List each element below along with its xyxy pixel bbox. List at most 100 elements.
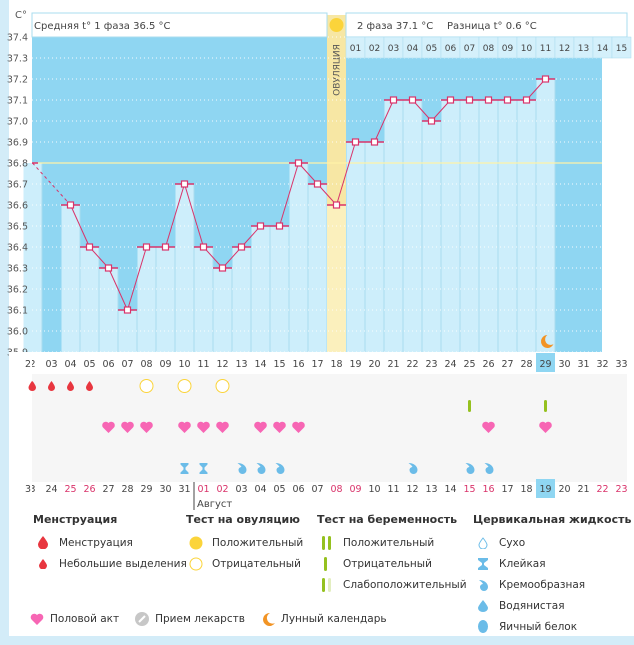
temperature-bar — [138, 247, 156, 352]
y-tick-label: 37.0 — [7, 117, 28, 128]
calendar-date-label: 15 — [463, 484, 475, 495]
cycle-day-label: 23 — [425, 359, 437, 370]
temperature-point — [467, 97, 473, 103]
legend-pregnancy-test: Тест на беременность Положительный Отриц… — [317, 513, 467, 595]
y-tick-label: 36.1 — [7, 306, 28, 317]
phase2-day-label: 06 — [445, 44, 457, 54]
single-bar-icon — [317, 557, 337, 571]
cycle-day-label: 22 — [406, 359, 418, 370]
y-tick-label: 36.9 — [7, 138, 28, 149]
calendar-date-label: 24 — [45, 484, 57, 495]
legend-label: Менструация — [59, 537, 133, 549]
temperature-point — [258, 223, 264, 229]
legend-title: Тест на овуляцию — [186, 513, 303, 526]
phase1-average: Средняя t° 1 фаза 36.5 °C — [34, 21, 171, 32]
y-tick-label: 37.4 — [7, 33, 28, 44]
cycle-day-label: 13 — [235, 359, 247, 370]
y-tick-label: 36.2 — [7, 285, 28, 296]
phase2-day-label: 04 — [407, 44, 419, 54]
temperature-bar — [119, 310, 137, 352]
month-label: Август — [197, 499, 232, 510]
calendar-date-label: 12 — [406, 484, 418, 495]
cycle-day-label: 31 — [577, 359, 589, 370]
temperature-point — [391, 97, 397, 103]
y-tick-label: 37.2 — [7, 75, 28, 86]
calendar-date-label: 17 — [501, 484, 513, 495]
cycle-day-label: 04 — [64, 359, 76, 370]
cycle-day-label: 29 — [539, 359, 551, 370]
cycle-day-label: 15 — [273, 359, 285, 370]
legend-label: Половой акт — [50, 613, 119, 625]
cycle-day-label: 10 — [178, 359, 190, 370]
y-tick-label: 36.8 — [7, 159, 28, 170]
calendar-date-label: 13 — [425, 484, 437, 495]
cycle-day-label: 09 — [159, 359, 171, 370]
legend-label: Прием лекарств — [155, 613, 245, 625]
calendar-date-label: 21 — [577, 484, 589, 495]
cycle-day-label: 2 — [25, 359, 31, 370]
heart-icon — [30, 613, 44, 625]
cycle-day-label: 06 — [102, 359, 114, 370]
temperature-bar — [537, 79, 555, 352]
phase2-day-label: 14 — [597, 44, 609, 54]
y-tick-label: 37.1 — [7, 96, 28, 107]
legend-label: Отрицательный — [212, 558, 301, 570]
cycle-day-label: 20 — [368, 359, 380, 370]
legend-ovulation-test: Тест на овуляцию Положительный Отрицател… — [186, 513, 303, 574]
phase2-average: 2 фаза 37.1 °C — [357, 21, 433, 32]
phase2-day-label: 01 — [350, 44, 361, 54]
calendar-date-label: 10 — [368, 484, 380, 495]
phase2-day-label: 03 — [388, 44, 399, 54]
temperature-point — [372, 139, 378, 145]
legend-bottom: Половой акт Прием лекарств Лунный календ… — [30, 612, 403, 626]
calendar-date-label: 04 — [254, 484, 266, 495]
legend-label: Клейкая — [499, 558, 546, 570]
cycle-day-label: 32 — [596, 359, 608, 370]
cycle-day-label: 07 — [121, 359, 133, 370]
cycle-day-label: 17 — [311, 359, 323, 370]
calendar-date-label: 11 — [387, 484, 399, 495]
temperature-bar — [309, 184, 327, 352]
ovulation-test-negative-icon — [140, 380, 153, 393]
temperature-bar — [423, 121, 441, 352]
cycle-day-label: 08 — [140, 359, 152, 370]
cycle-day-label: 33 — [615, 359, 627, 370]
cycle-day-label: 03 — [45, 359, 57, 370]
temperature-point — [543, 76, 549, 82]
cycle-day-label: 05 — [83, 359, 95, 370]
calendar-date-label: 25 — [64, 484, 76, 495]
temperature-bar — [499, 100, 517, 352]
calendar-date-label: 18 — [520, 484, 532, 495]
legend-title: Менструация — [33, 513, 187, 526]
calendar-date-label: 29 — [140, 484, 152, 495]
cycle-day-label: 16 — [292, 359, 304, 370]
cycle-day-label: 24 — [444, 359, 456, 370]
calendar-date-label: 14 — [444, 484, 456, 495]
temperature-point — [410, 97, 416, 103]
phase2-day-label: 08 — [483, 44, 495, 54]
temperature-point — [353, 139, 359, 145]
symbols-area — [32, 374, 627, 482]
legend-label: Небольшие выделения — [59, 558, 187, 570]
phase2-day-label: 11 — [540, 44, 551, 54]
temperature-point — [163, 244, 169, 250]
calendar-date-label: 19 — [539, 484, 551, 495]
temperature-bar — [195, 247, 213, 352]
pill-icon — [135, 612, 149, 626]
y-tick-label: 36.0 — [7, 327, 28, 338]
ovulation-sun-icon — [330, 18, 344, 32]
creamy-icon — [473, 579, 493, 591]
cycle-day-label: 26 — [482, 359, 494, 370]
ovulation-label: ОВУЛЯЦИЯ — [333, 44, 343, 96]
temperature-point — [524, 97, 530, 103]
temperature-point — [296, 160, 302, 166]
temperature-bar — [62, 205, 80, 352]
temperature-bar — [347, 142, 365, 352]
temperature-point — [125, 307, 131, 313]
double-bar-icon — [317, 536, 337, 550]
y-tick-label: 36.3 — [7, 264, 28, 275]
temperature-point — [106, 265, 112, 271]
temperature-point — [277, 223, 283, 229]
temperature-point — [87, 244, 93, 250]
calendar-date-label: 02 — [216, 484, 228, 495]
